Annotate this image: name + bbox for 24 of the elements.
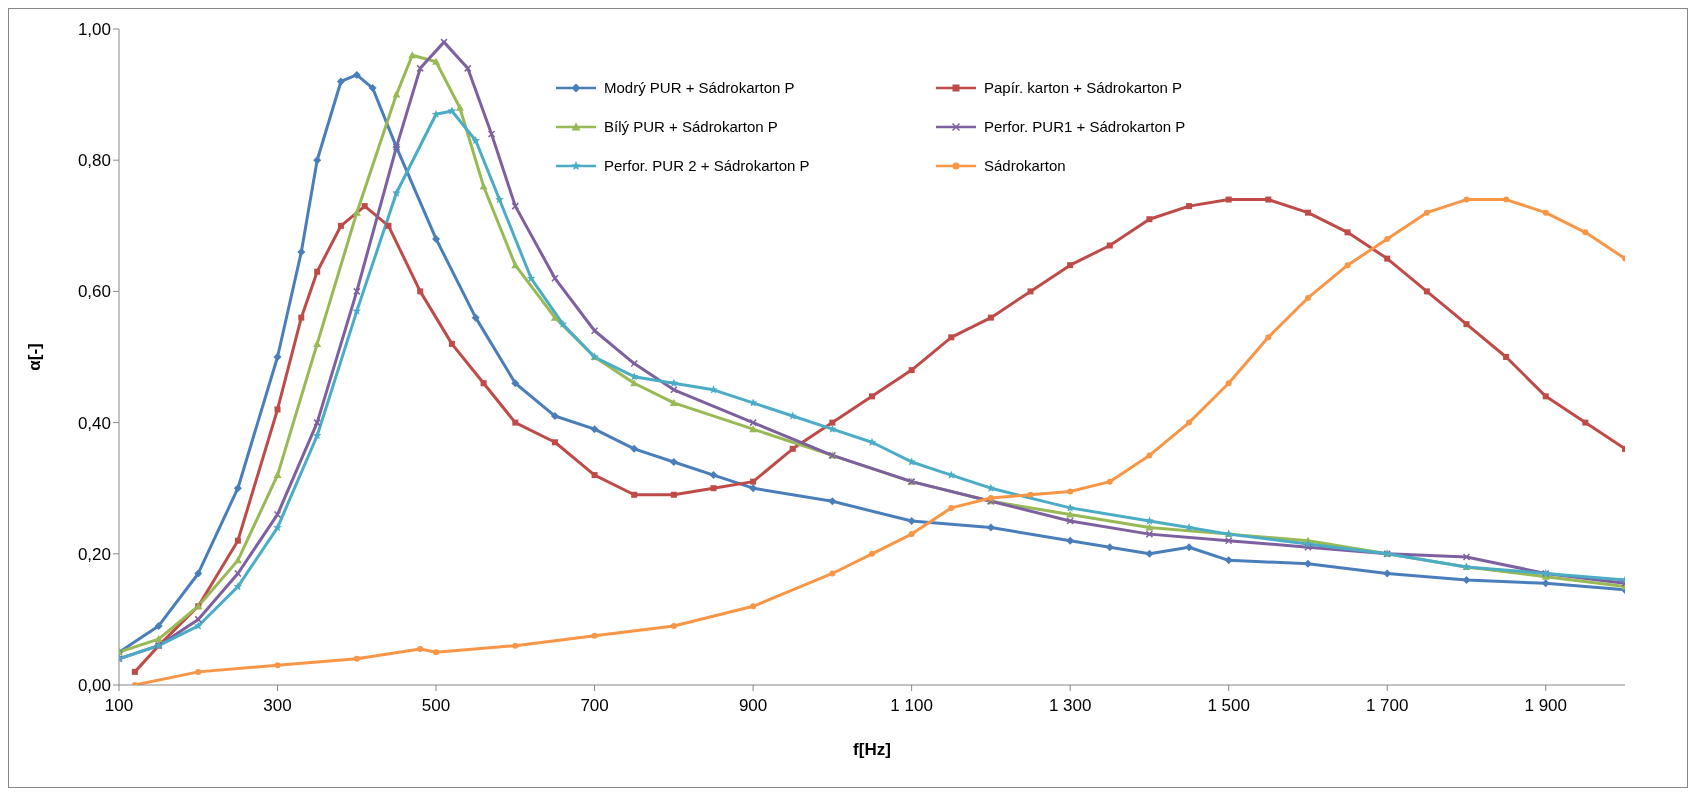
x-tick-label: 700 xyxy=(580,696,609,716)
x-axis-title: f[Hz] xyxy=(853,740,891,759)
legend-label: Perfor. PUR1 + Sádrokarton P xyxy=(984,118,1186,135)
y-tick-label: 0,40 xyxy=(77,413,111,433)
x-tick-label: 1 500 xyxy=(1207,696,1250,716)
x-tick-label: 1 700 xyxy=(1365,696,1409,716)
legend-label: Perfor. PUR 2 + Sádrokarton P xyxy=(604,157,810,174)
legend-label: Sádrokarton xyxy=(984,157,1066,174)
y-tick-label: 0,00 xyxy=(77,676,111,696)
x-tick-label: 1 900 xyxy=(1524,696,1568,716)
y-tick-label: 0,20 xyxy=(77,544,111,564)
y-tick-label: 0,80 xyxy=(77,151,111,171)
y-tick-label: 1,00 xyxy=(77,20,111,40)
x-tick-label: 900 xyxy=(738,696,768,716)
x-tick-label: 500 xyxy=(421,696,451,716)
x-tick-label: 1 100 xyxy=(890,696,933,716)
legend-label: Papír. karton + Sádrokarton P xyxy=(984,79,1183,96)
x-tick-label: 100 xyxy=(104,696,134,716)
y-tick-label: 0,60 xyxy=(77,282,111,302)
legend-label: Modrý PUR + Sádrokarton P xyxy=(604,79,795,96)
x-tick-label: 300 xyxy=(263,696,292,716)
x-tick-label: 1 300 xyxy=(1048,696,1092,716)
legend-label: Bílý PUR + Sádrokarton P xyxy=(604,118,778,135)
y-axis-title: α[-] xyxy=(25,343,45,371)
